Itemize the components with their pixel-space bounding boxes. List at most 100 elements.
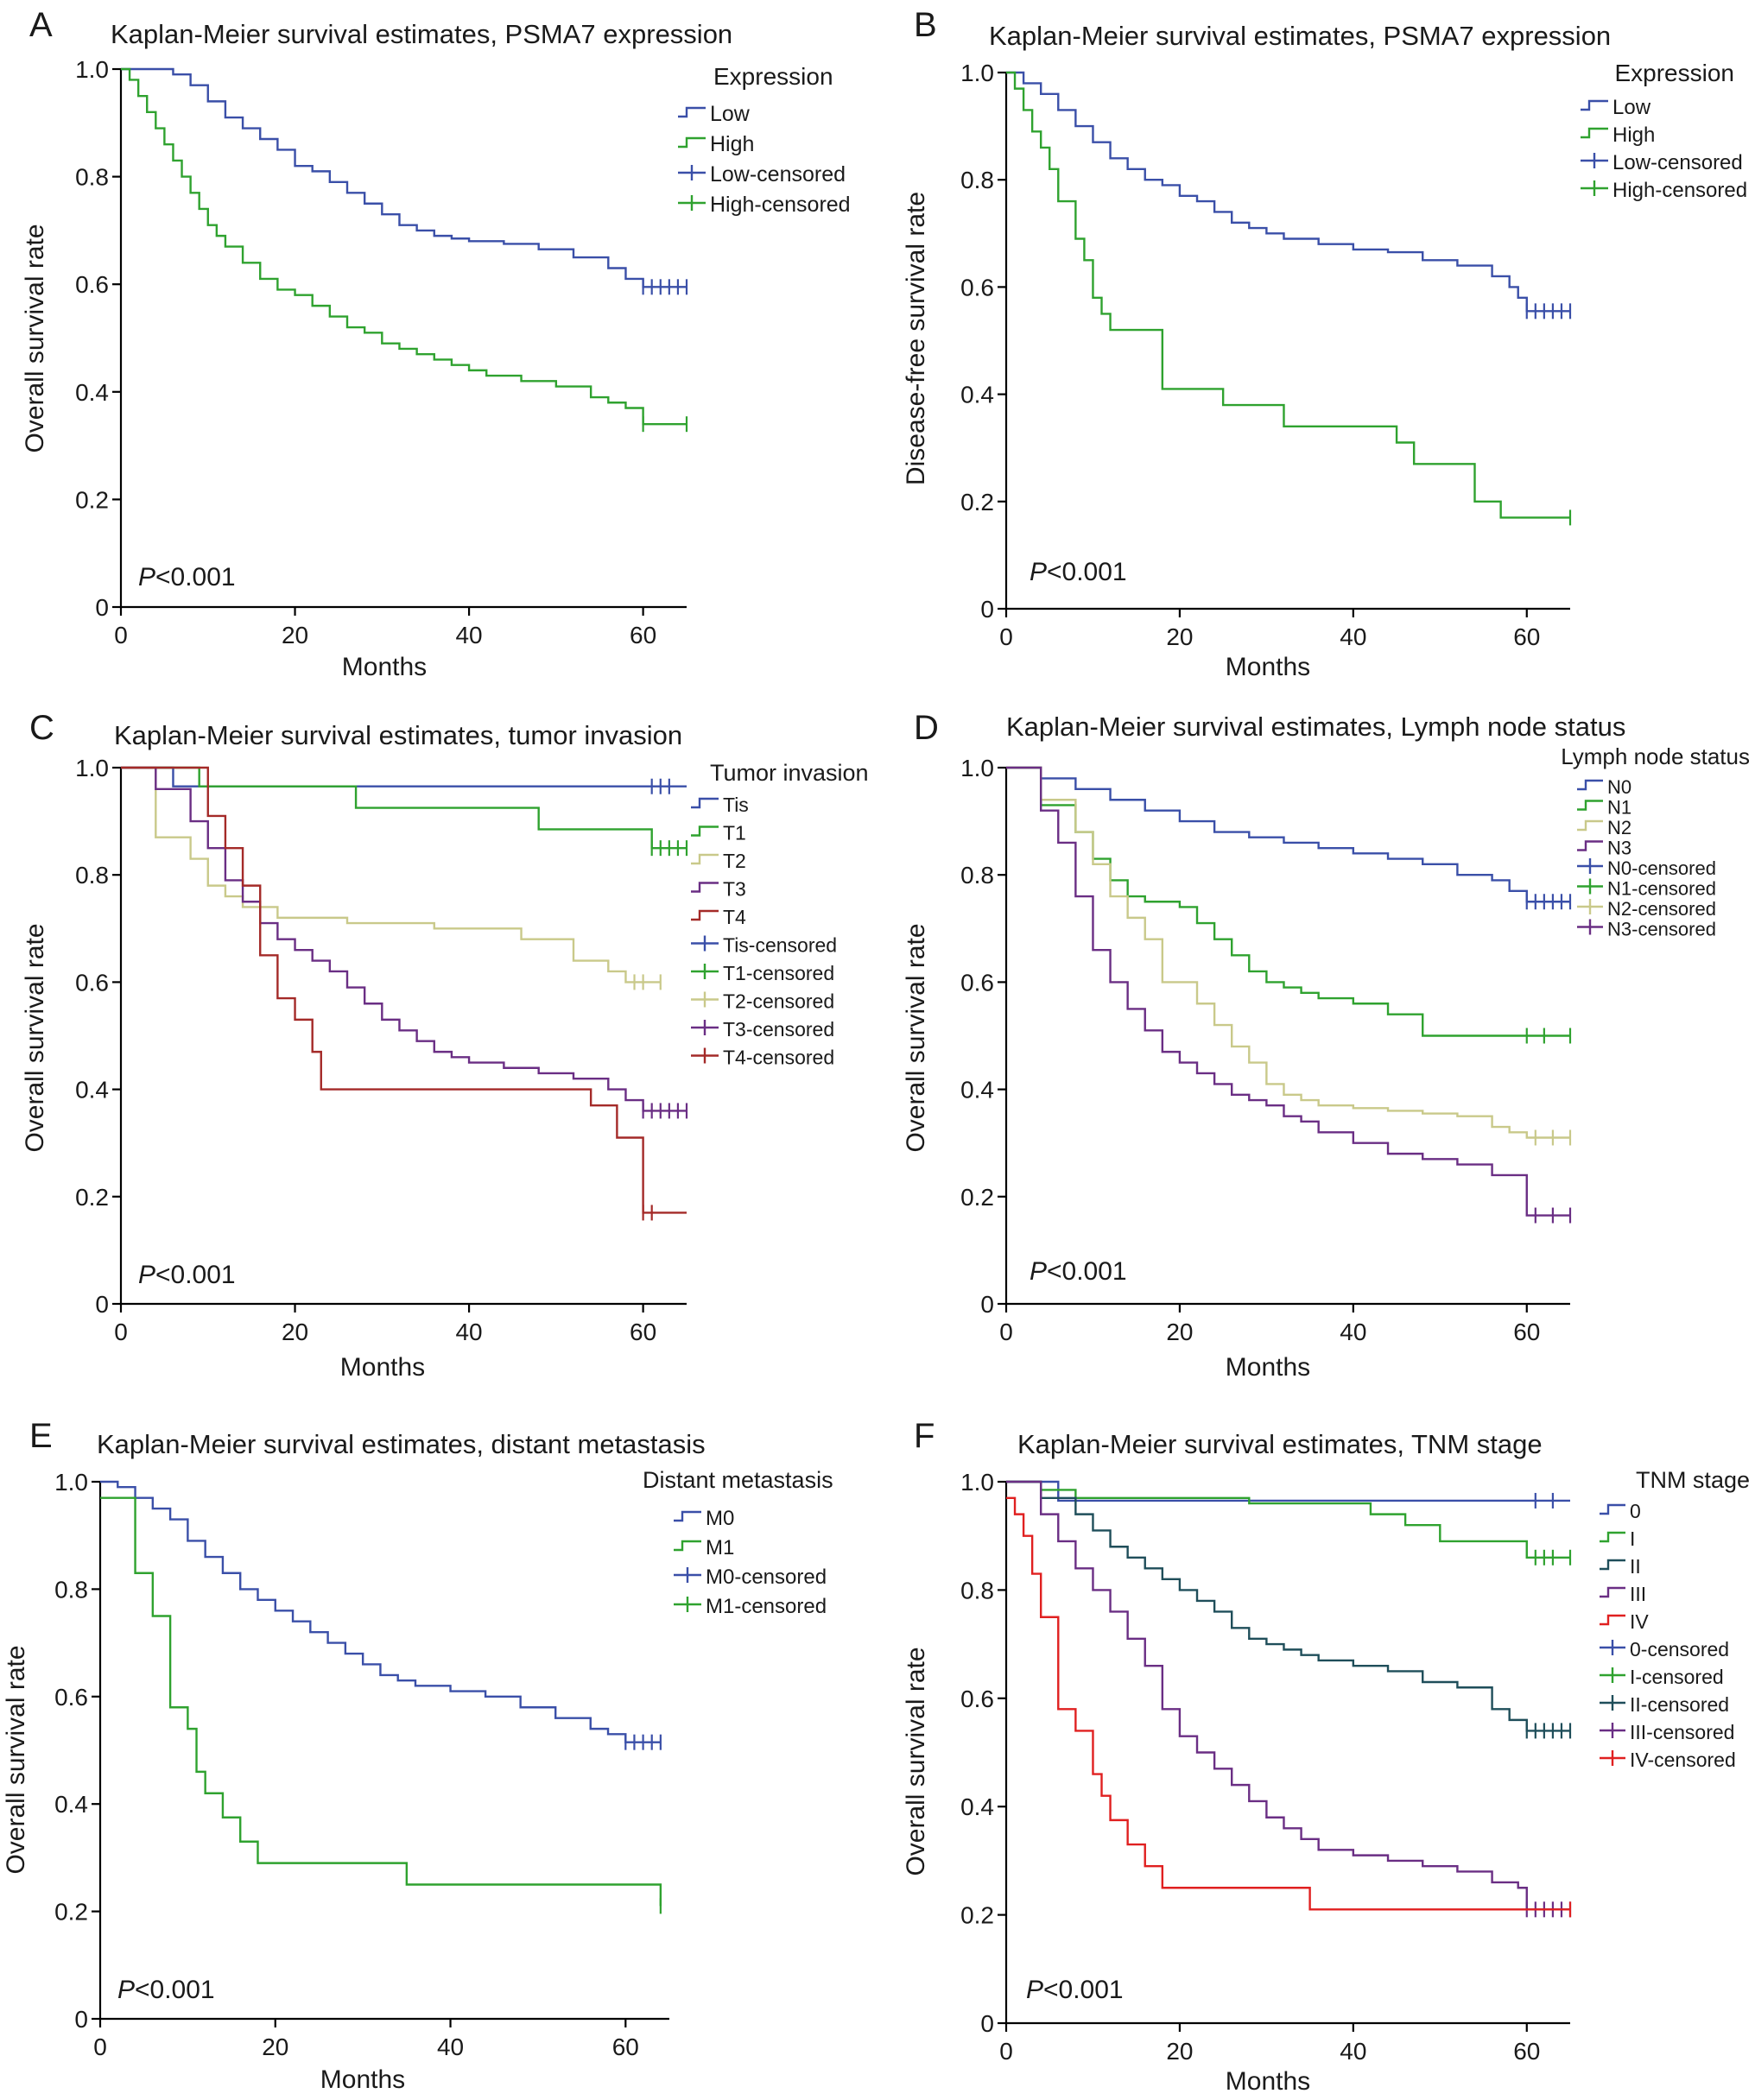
legend-swatch xyxy=(691,853,719,865)
p-value: P<0.001 xyxy=(1030,1257,1127,1286)
axis-lines xyxy=(98,1482,669,2021)
y-tick-label: 0.8 xyxy=(54,1576,88,1603)
chart-title: Kaplan-Meier survival estimates, distant… xyxy=(97,1429,706,1459)
km-curve-tis xyxy=(121,766,687,788)
y-tick-label: 0.2 xyxy=(960,1902,994,1929)
legend-label: 0-censored xyxy=(1630,1638,1729,1660)
legend-label: Low xyxy=(710,102,751,126)
y-tick-label: 0 xyxy=(95,594,109,621)
y-tick-label: 0 xyxy=(74,2006,88,2033)
km-curve-n2 xyxy=(1006,766,1570,1139)
legend-censor-swatch xyxy=(691,964,719,979)
legend-label: IV-censored xyxy=(1630,1749,1736,1771)
legend-label: M0-censored xyxy=(706,1566,827,1589)
y-tick-label: 0.4 xyxy=(960,382,994,408)
legend-swatch xyxy=(691,882,719,893)
legend-title: TNM stage xyxy=(1636,1467,1750,1493)
legend-label: Tis xyxy=(723,794,749,816)
legend-swatch xyxy=(691,797,719,809)
x-tick-label: 20 xyxy=(282,622,308,648)
y-tick-label: 0.4 xyxy=(960,1793,994,1820)
legend-censor-swatch xyxy=(691,1047,719,1064)
km-curve-t4 xyxy=(121,766,687,1214)
axis-lines xyxy=(1004,73,1570,610)
panel-label: A xyxy=(29,6,53,44)
x-tick-label: 0 xyxy=(93,2034,107,2060)
legend-label: T1-censored xyxy=(723,962,834,984)
legend-swatch xyxy=(1581,99,1608,111)
x-tick-label: 20 xyxy=(1166,1319,1193,1345)
x-axis-label: Months xyxy=(320,2065,405,2094)
chart-title: Kaplan-Meier survival estimates, TNM sta… xyxy=(1017,1429,1543,1459)
legend-censor-swatch xyxy=(678,195,706,211)
legend-title: Expression xyxy=(713,63,833,90)
x-tick-label: 40 xyxy=(455,622,482,648)
legend-label: M0 xyxy=(706,1507,734,1530)
x-tick-label: 60 xyxy=(1513,623,1540,650)
km-panel-c: C Kaplan-Meier survival estimates, tumor … xyxy=(21,709,869,1382)
p-value: P<0.001 xyxy=(1026,1976,1124,2004)
km-curve-iv xyxy=(1006,1496,1570,1911)
y-tick-label: 0.8 xyxy=(75,164,109,191)
y-tick-label: 1.0 xyxy=(960,1469,994,1496)
legend-label: N2 xyxy=(1607,817,1631,838)
km-curve-high xyxy=(1006,71,1570,519)
km-curve-n0 xyxy=(1006,766,1570,903)
panel-label: F xyxy=(914,1417,935,1455)
x-tick-label: 40 xyxy=(1340,2038,1366,2065)
legend-title: Lymph node status xyxy=(1561,743,1750,769)
km-curve-ii xyxy=(1006,1480,1570,1732)
legend-swatch xyxy=(1600,1586,1625,1598)
legend-censor-swatch xyxy=(1600,1723,1625,1738)
y-axis-label: Overall survival rate xyxy=(21,224,49,452)
legend-swatch xyxy=(678,136,706,149)
km-curve-m1 xyxy=(100,1496,662,1907)
x-tick-label: 0 xyxy=(999,2038,1013,2065)
panel-label: B xyxy=(914,6,937,44)
legend-label: N1 xyxy=(1607,797,1631,819)
y-tick-label: 0.2 xyxy=(960,1184,994,1211)
km-curve-n1 xyxy=(1006,766,1570,1037)
legend-title: Distant metastasis xyxy=(643,1467,833,1493)
legend-label: II-censored xyxy=(1630,1693,1729,1716)
km-curve-t3 xyxy=(121,766,687,1112)
x-tick-label: 40 xyxy=(455,1319,482,1345)
y-axis-label: Overall survival rate xyxy=(21,923,49,1152)
km-curve-i xyxy=(1006,1480,1570,1559)
legend-swatch xyxy=(1600,1503,1625,1515)
p-value: P<0.001 xyxy=(138,1261,236,1289)
km-curve-n3 xyxy=(1006,766,1570,1217)
km-panel-b: B Kaplan-Meier survival estimates, PSMA7 … xyxy=(902,6,1747,681)
y-tick-label: 0.6 xyxy=(960,274,994,300)
legend-swatch xyxy=(691,825,719,837)
chart-title: Kaplan-Meier survival estimates, PSMA7 e… xyxy=(989,21,1611,51)
legend-label: T2-censored xyxy=(723,990,834,1013)
legend-label: High xyxy=(710,132,754,156)
legend-label: II xyxy=(1630,1555,1641,1578)
legend-censor-swatch xyxy=(1600,1695,1625,1711)
km-curve-low xyxy=(1006,71,1570,313)
y-tick-label: 0 xyxy=(980,1291,994,1318)
legend-label: Low-censored xyxy=(710,162,846,187)
x-axis-label: Months xyxy=(342,653,427,681)
legend-censor-swatch xyxy=(1600,1667,1625,1683)
y-tick-label: 1.0 xyxy=(960,755,994,781)
legend-censor-swatch xyxy=(674,1597,701,1612)
legend-label: T3 xyxy=(723,878,746,901)
legend-censor-swatch xyxy=(1577,899,1603,914)
y-tick-label: 0.2 xyxy=(75,1184,109,1211)
legend-title: Expression xyxy=(1614,60,1734,86)
legend-label: High-censored xyxy=(1612,179,1747,202)
axis-lines xyxy=(119,69,687,609)
y-tick-label: 1.0 xyxy=(75,755,109,781)
legend-label: T4 xyxy=(723,906,746,928)
legend-censor-swatch xyxy=(691,991,719,1008)
x-tick-label: 60 xyxy=(630,1319,656,1345)
x-tick-label: 60 xyxy=(1513,2038,1540,2065)
legend-swatch xyxy=(1600,1614,1625,1626)
km-curve-m0 xyxy=(100,1480,661,1743)
y-tick-label: 0.8 xyxy=(960,862,994,889)
legend-label: IV xyxy=(1630,1610,1649,1633)
